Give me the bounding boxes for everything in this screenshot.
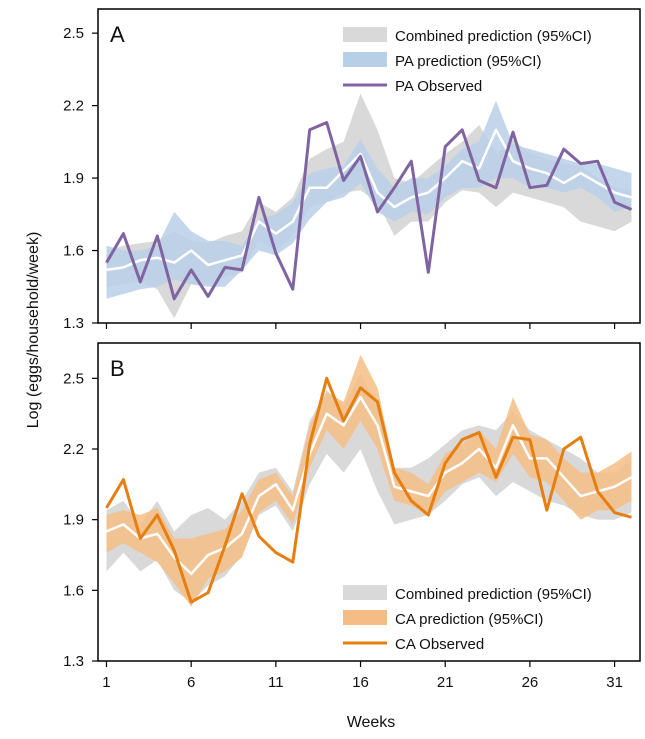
y-tick-label: 1.3 <box>63 653 84 670</box>
legend-swatch <box>343 585 387 600</box>
legend-label: PA Observed <box>395 78 482 95</box>
x-tick-label: 26 <box>522 674 539 691</box>
x-axis-label: Weeks <box>347 714 396 731</box>
legend-swatch <box>343 27 387 42</box>
y-axis-label: Log (eggs/household/week) <box>25 232 42 429</box>
legend-swatch <box>343 52 387 67</box>
panel-a: 1.3 1.6 1.9 2.2 2.5 A Combined prediction (95%… <box>63 8 641 332</box>
y-tick-label: 1.6 <box>63 243 84 260</box>
y-tick-label: 1.6 <box>63 582 84 599</box>
x-tick-label: 6 <box>187 674 195 691</box>
y-tick-label: 1.3 <box>63 315 84 332</box>
observed-line <box>105 376 632 604</box>
mean-line <box>106 395 633 576</box>
panel-letter: A <box>110 22 125 47</box>
legend-label: PA prediction (95%CI) <box>395 53 541 70</box>
x-tick-label: 31 <box>606 674 623 691</box>
legend-label: Combined prediction (95%CI) <box>395 586 592 603</box>
combined-band-area <box>106 93 632 319</box>
pred-band-area <box>106 354 632 607</box>
x-tick-label: 21 <box>437 674 454 691</box>
legend-swatch <box>343 610 387 625</box>
legend-label: CA Observed <box>395 636 484 653</box>
y-tick-label: 1.9 <box>63 512 84 529</box>
x-tick-label: 1 <box>102 674 110 691</box>
legend-label: CA prediction (95%CI) <box>395 611 543 628</box>
legend-label: Combined prediction (95%CI) <box>395 28 592 45</box>
x-tick-label: 16 <box>352 674 369 691</box>
y-tick-label: 2.2 <box>63 98 84 115</box>
y-tick-label: 2.5 <box>63 370 84 387</box>
y-tick-label: 1.9 <box>63 170 84 187</box>
plot-frame <box>97 342 641 662</box>
y-tick-label: 2.5 <box>63 25 84 42</box>
y-tick-label: 2.2 <box>63 441 84 458</box>
observed-line <box>105 121 633 301</box>
pred-band-area <box>106 100 632 299</box>
mean-line <box>106 128 632 272</box>
panel-letter: B <box>110 356 125 381</box>
x-tick-label: 11 <box>268 674 284 691</box>
plot-frame <box>97 8 641 324</box>
